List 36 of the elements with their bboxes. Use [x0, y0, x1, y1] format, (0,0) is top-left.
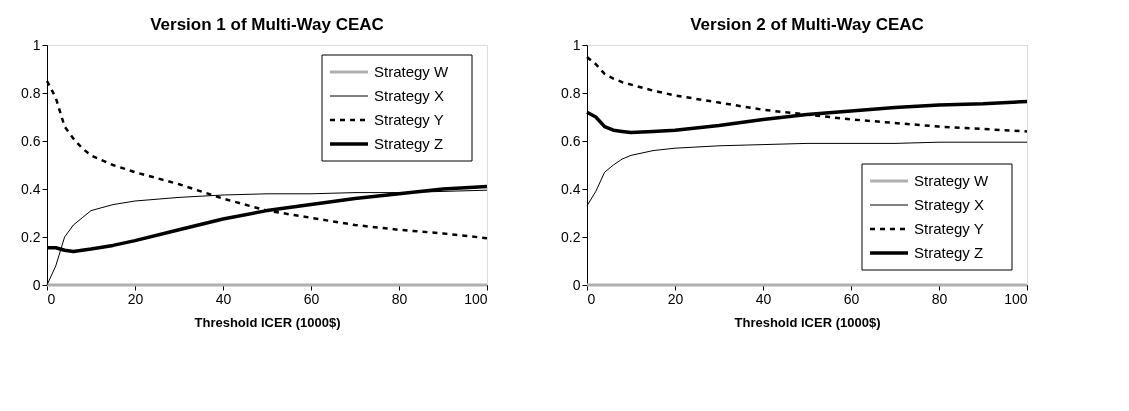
y-tick-label: 0.2 — [561, 228, 581, 245]
x-tick-label: 0 — [587, 290, 596, 307]
x-tick-label: 80 — [931, 290, 948, 307]
legend-label: Strategy Z — [374, 135, 444, 152]
y-tick-label: 0.8 — [21, 84, 41, 101]
x-axis-title: Threshold ICER (1000$) — [734, 314, 881, 330]
chart-title: Version 2 of Multi-Way CEAC — [690, 15, 924, 34]
y-tick-label: 1 — [572, 36, 581, 53]
legend-label: Strategy Y — [914, 220, 984, 237]
y-tick-label: 0.8 — [561, 84, 581, 101]
chart-title: Version 1 of Multi-Way CEAC — [150, 15, 384, 34]
legend-label: Strategy X — [914, 196, 985, 213]
y-tick-label: 0.2 — [21, 228, 41, 245]
x-tick-label: 100 — [464, 290, 488, 307]
x-tick-label: 100 — [1004, 290, 1028, 307]
x-tick-label: 80 — [391, 290, 408, 307]
y-tick-label: 0.4 — [561, 180, 581, 197]
x-tick-label: 0 — [47, 290, 56, 307]
y-tick-label: 0.4 — [21, 180, 41, 197]
legend-label: Strategy Z — [914, 244, 984, 261]
y-tick-label: 0 — [32, 276, 41, 293]
x-tick-label: 20 — [667, 290, 684, 307]
y-tick-label: 1 — [32, 36, 41, 53]
x-tick-label: 20 — [127, 290, 144, 307]
legend-label: Strategy W — [914, 172, 990, 189]
x-tick-label: 40 — [215, 290, 232, 307]
y-tick-label: 0.6 — [561, 132, 581, 149]
legend-label: Strategy X — [374, 87, 445, 104]
y-tick-label: 0 — [572, 276, 581, 293]
legend-label: Strategy W — [374, 63, 450, 80]
x-tick-label: 60 — [843, 290, 860, 307]
legend-label: Strategy Y — [374, 111, 444, 128]
x-tick-label: 40 — [755, 290, 772, 307]
x-axis-title: Threshold ICER (1000$) — [194, 314, 341, 330]
y-tick-label: 0.6 — [21, 132, 41, 149]
x-tick-label: 60 — [303, 290, 320, 307]
